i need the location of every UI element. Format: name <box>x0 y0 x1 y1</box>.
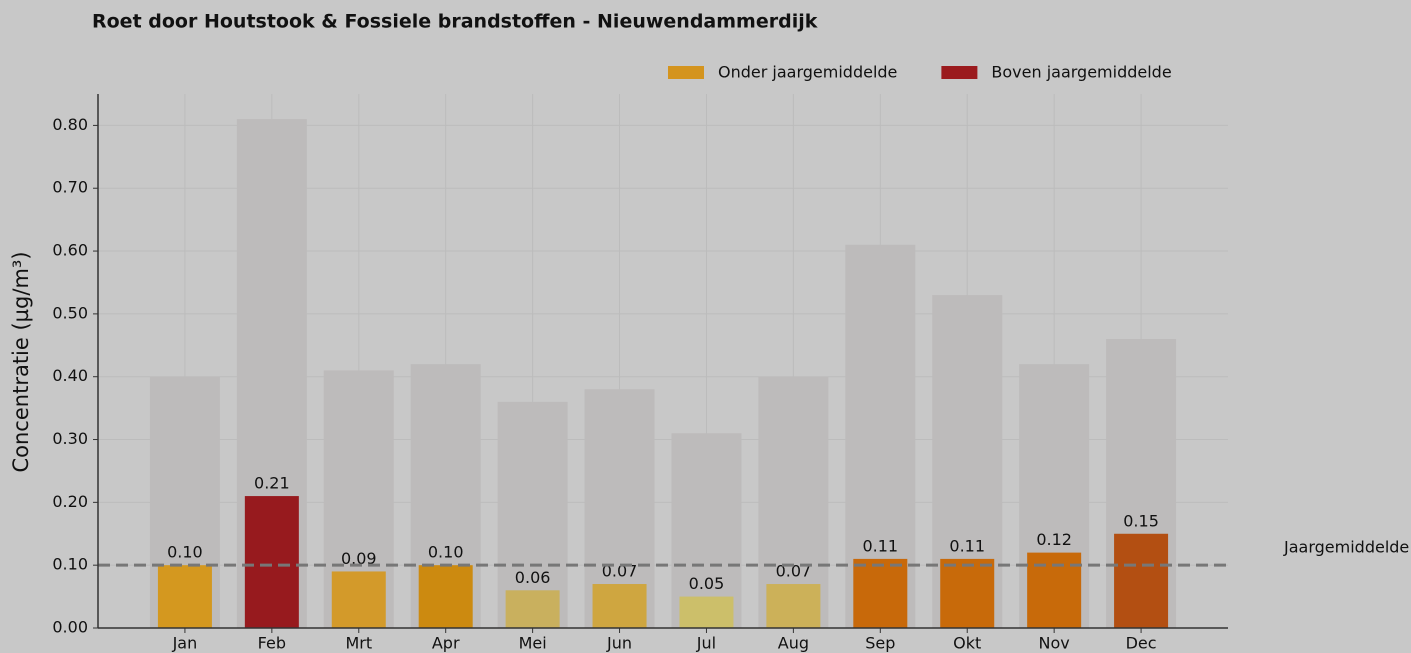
x-tick-label: Dec <box>1126 634 1157 653</box>
bar <box>331 571 386 628</box>
bar <box>766 584 821 628</box>
bar <box>505 590 560 628</box>
value-label: 0.09 <box>341 549 377 568</box>
value-label: 0.10 <box>428 543 464 562</box>
bar <box>940 558 995 628</box>
value-label: 0.15 <box>1123 511 1159 530</box>
bar <box>671 433 742 628</box>
x-tick-label: Sep <box>865 634 895 653</box>
y-tick-label: 0.80 <box>52 115 88 134</box>
value-label: 0.21 <box>254 474 290 493</box>
x-tick-label: Nov <box>1039 634 1070 653</box>
y-tick-label: 0.70 <box>52 178 88 197</box>
y-tick-label: 0.00 <box>52 618 88 637</box>
x-tick-label: Jul <box>696 634 716 653</box>
legend-swatch <box>941 66 978 79</box>
value-label: 0.06 <box>515 568 551 587</box>
bar <box>244 496 299 628</box>
y-tick-label: 0.30 <box>52 429 88 448</box>
bar <box>679 596 734 628</box>
value-label: 0.11 <box>862 536 898 555</box>
y-tick-label: 0.20 <box>52 492 88 511</box>
x-tick-label: Jun <box>606 634 632 653</box>
bar <box>592 584 647 628</box>
value-label: 0.12 <box>1036 530 1072 549</box>
value-label: 0.10 <box>167 543 203 562</box>
x-tick-label: Jan <box>172 634 198 653</box>
x-tick-label: Okt <box>953 634 981 653</box>
x-tick-label: Apr <box>432 634 460 653</box>
bar <box>157 565 212 628</box>
y-tick-label: 0.40 <box>52 366 88 385</box>
y-axis-label: Concentratie (µg/m³) <box>9 251 33 472</box>
legend-swatch <box>668 66 704 79</box>
legend-label: Boven jaargemiddelde <box>991 63 1171 82</box>
legend-label: Onder jaargemiddelde <box>718 63 897 82</box>
x-tick-label: Aug <box>778 634 809 653</box>
x-tick-label: Mrt <box>345 634 372 653</box>
x-tick-label: Feb <box>258 634 286 653</box>
y-tick-label: 0.60 <box>52 241 88 260</box>
bar <box>853 558 908 628</box>
y-tick-label: 0.10 <box>52 555 88 574</box>
value-label: 0.11 <box>949 536 985 555</box>
x-tick-label: Mei <box>519 634 547 653</box>
reference-label: Jaargemiddelde = 0.10 <box>1283 538 1411 557</box>
chart-title: Roet door Houtstook & Fossiele brandstof… <box>92 11 818 33</box>
value-label: 0.05 <box>689 574 725 593</box>
bar <box>1114 533 1169 628</box>
y-tick-label: 0.50 <box>52 303 88 322</box>
bar <box>418 565 473 628</box>
